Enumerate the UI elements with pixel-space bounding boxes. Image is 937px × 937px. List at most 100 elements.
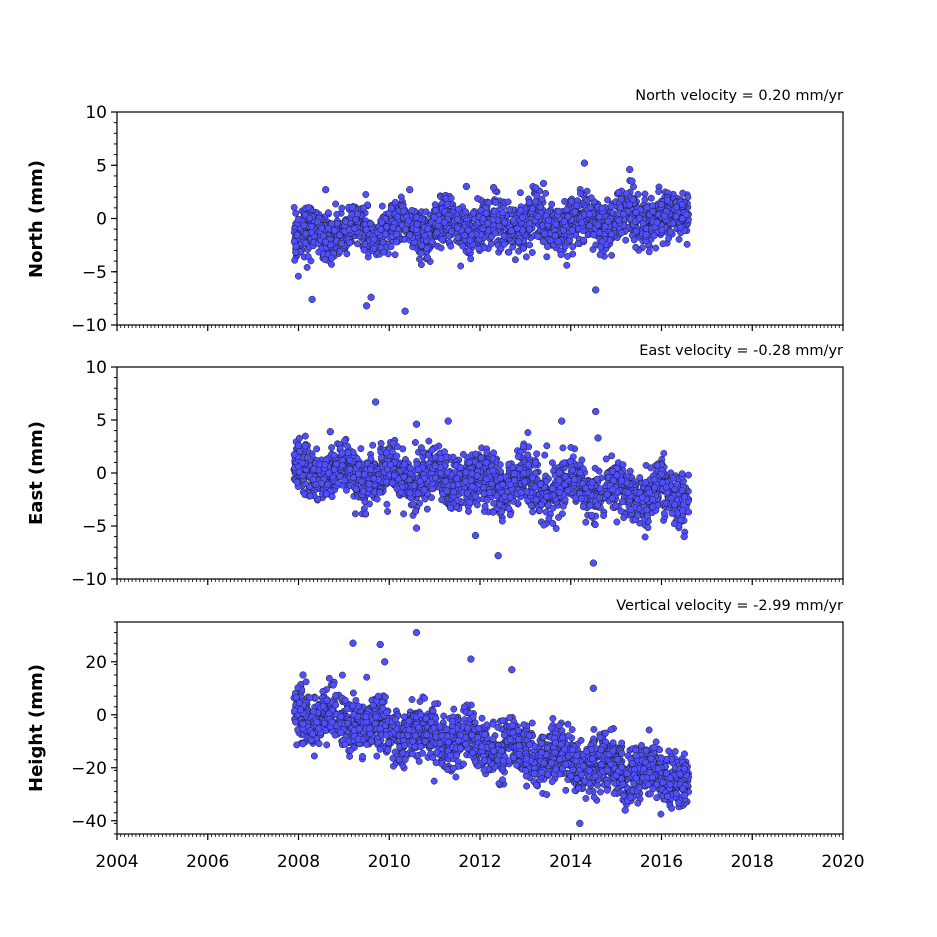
data-point	[514, 453, 522, 460]
data-point	[626, 467, 634, 475]
data-point	[607, 202, 615, 210]
data-point	[576, 469, 584, 477]
data-point	[453, 475, 461, 483]
data-point	[600, 512, 608, 520]
outlier-point	[628, 177, 636, 185]
north-velocity-title: North velocity = 0.20 mm/yr	[635, 88, 843, 104]
data-point	[482, 459, 490, 467]
data-point	[321, 461, 329, 469]
data-point	[498, 508, 506, 516]
data-point	[613, 518, 621, 526]
data-point	[671, 501, 679, 509]
outlier-point	[444, 417, 452, 425]
data-point	[557, 251, 565, 259]
data-point	[577, 495, 585, 503]
data-point	[302, 239, 309, 247]
data-point	[588, 511, 596, 519]
data-point	[321, 256, 329, 264]
data-point	[295, 434, 303, 442]
data-point	[301, 442, 309, 450]
data-point	[355, 461, 363, 469]
data-point	[428, 446, 436, 454]
data-point	[627, 506, 635, 514]
data-point	[660, 509, 668, 517]
data-point	[361, 471, 368, 478]
data-point	[441, 218, 449, 226]
data-point	[305, 204, 313, 211]
data-point	[475, 461, 483, 469]
data-point	[488, 233, 495, 241]
data-point	[608, 251, 616, 259]
data-point	[481, 502, 489, 510]
data-point	[681, 493, 689, 501]
data-point	[338, 240, 346, 248]
data-point	[292, 242, 300, 250]
data-point	[622, 236, 630, 244]
data-point	[511, 256, 519, 264]
data-point	[515, 238, 523, 246]
data-point	[467, 255, 475, 263]
data-point	[465, 508, 472, 515]
outlier-point	[626, 165, 634, 174]
data-point	[524, 429, 532, 437]
data-point	[510, 216, 517, 224]
data-point	[591, 521, 599, 529]
data-point	[454, 224, 462, 232]
data-point	[308, 223, 316, 231]
data-point	[459, 242, 467, 250]
data-point	[485, 199, 493, 207]
data-point	[534, 213, 542, 221]
data-point	[293, 231, 301, 239]
data-point	[609, 467, 616, 475]
data-point	[678, 487, 686, 495]
data-point	[582, 518, 590, 526]
data-point	[308, 228, 315, 236]
data-point	[519, 244, 527, 252]
data-point	[454, 234, 462, 242]
data-point	[634, 512, 642, 520]
outlier-point	[412, 524, 421, 532]
data-point	[301, 432, 309, 440]
data-point	[662, 483, 670, 491]
data-point	[642, 231, 650, 239]
data-point	[448, 227, 455, 235]
data-point	[659, 240, 667, 248]
data-point	[484, 219, 492, 227]
data-point	[344, 449, 352, 457]
data-point	[332, 460, 340, 468]
east-velocity-title: East velocity = -0.28 mm/yr	[639, 343, 843, 359]
data-point	[457, 464, 464, 471]
data-point	[567, 443, 575, 451]
data-point	[352, 485, 360, 493]
data-point	[362, 226, 370, 234]
data-point	[540, 521, 548, 529]
data-point	[585, 222, 593, 230]
data-point	[561, 197, 569, 205]
data-point	[346, 239, 354, 247]
data-point	[529, 204, 537, 212]
data-point	[501, 218, 509, 226]
data-point	[376, 488, 384, 496]
data-point	[438, 496, 446, 504]
data-point	[537, 501, 545, 509]
data-point	[338, 204, 346, 212]
data-point	[531, 197, 539, 205]
data-point	[359, 204, 367, 212]
data-point	[552, 525, 560, 532]
data-point	[483, 449, 491, 457]
data-point	[604, 217, 612, 225]
data-point	[384, 508, 392, 515]
outlier-point	[406, 186, 414, 194]
data-point	[391, 198, 399, 206]
data-point	[569, 243, 577, 251]
data-point	[675, 235, 683, 243]
data-point	[443, 200, 451, 208]
data-point	[328, 260, 335, 268]
data-point	[519, 443, 527, 451]
data-point	[685, 508, 693, 516]
data-point	[655, 188, 663, 196]
data-point	[560, 218, 568, 225]
data-point	[431, 474, 439, 482]
data-point	[413, 220, 421, 228]
data-point	[333, 210, 341, 218]
